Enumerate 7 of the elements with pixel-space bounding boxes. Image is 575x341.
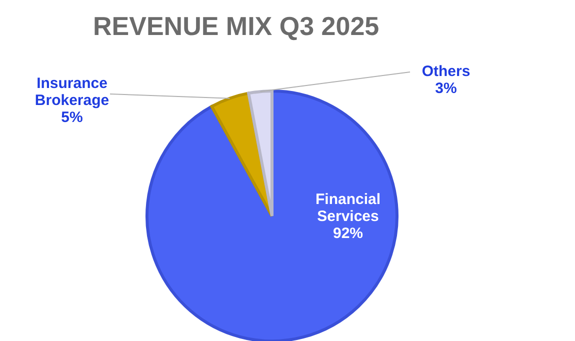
data-label: 92% xyxy=(332,225,364,242)
data-label: 3% xyxy=(435,80,457,97)
slice-label: Others xyxy=(422,63,470,80)
slice-label: Financial Services xyxy=(315,191,381,225)
chart-title: REVENUE MIX Q3 2025 xyxy=(93,11,380,41)
slice-label: Insurance Brokerage xyxy=(34,75,110,109)
data-label: 5% xyxy=(61,109,83,126)
